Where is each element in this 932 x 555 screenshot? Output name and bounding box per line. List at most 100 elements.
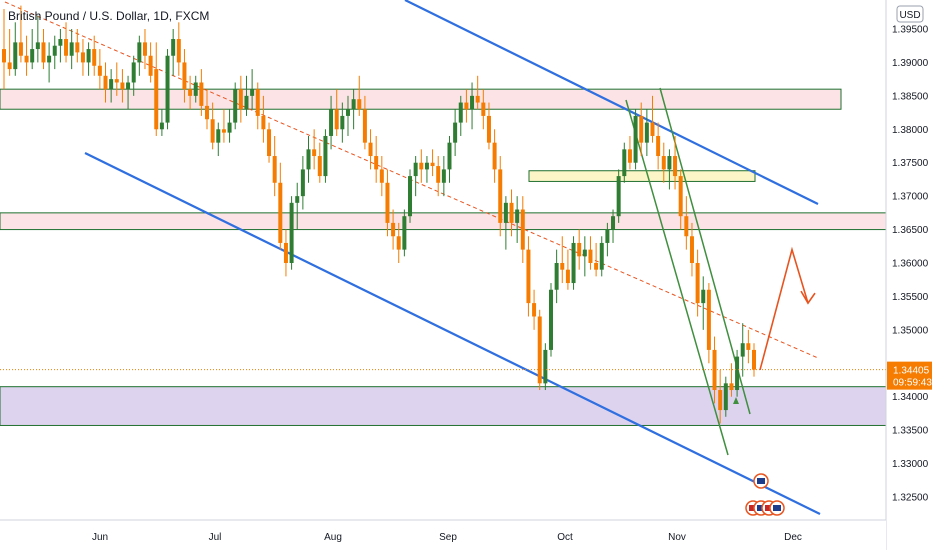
y-tick-label: 1.36500 [892, 225, 929, 236]
candle-body [605, 229, 610, 243]
x-tick-label: Jun [92, 532, 108, 543]
candle-body [267, 129, 272, 157]
candle-body [114, 79, 119, 83]
candle-body [131, 62, 136, 83]
candle-body [306, 149, 311, 170]
candle-body [396, 236, 401, 250]
candle-body [289, 202, 294, 263]
candle-body [41, 42, 46, 63]
price-axis[interactable] [886, 0, 932, 550]
flag-fill-icon [765, 505, 773, 511]
candle-body [238, 89, 243, 110]
chart-title: British Pound / U.S. Dollar, 1D, FXCM [8, 9, 209, 23]
candle-body [18, 42, 23, 56]
currency-label: USD [899, 10, 920, 21]
candle-body [526, 249, 531, 304]
candle-body [481, 102, 486, 116]
candle-body [661, 156, 666, 170]
candle-body [543, 349, 548, 384]
candle-body [340, 115, 345, 130]
candle-body [430, 162, 435, 167]
candle-body [323, 135, 328, 177]
candle-body [35, 42, 40, 50]
y-tick-label: 1.38000 [892, 125, 929, 136]
y-tick-label: 1.38500 [892, 91, 929, 102]
x-tick-label: Oct [557, 532, 573, 543]
candle-body [441, 169, 446, 183]
candle-body [142, 42, 147, 56]
candle-body [159, 122, 164, 130]
candle-body [509, 202, 514, 223]
candle-body [295, 196, 300, 203]
y-tick-label: 1.33500 [892, 426, 929, 437]
y-tick-label: 1.39000 [892, 58, 929, 69]
support-zone [0, 386, 887, 426]
candle-body [176, 39, 181, 63]
candle-body [80, 52, 85, 63]
currency-badge[interactable] [896, 5, 924, 23]
candle-body [351, 99, 356, 110]
candle-body [103, 75, 108, 90]
candle-body [374, 156, 379, 170]
candle-body [120, 82, 125, 90]
candle-body [577, 242, 582, 257]
candle-body [92, 49, 97, 66]
candle-body [486, 115, 491, 143]
candle-body [402, 216, 407, 250]
candle-body [334, 109, 339, 130]
candle-body [165, 55, 170, 123]
candle-body [368, 142, 373, 157]
current-price-badge [887, 361, 932, 390]
candle-body [97, 65, 102, 76]
x-tick-label: Jul [209, 532, 222, 543]
candle-body [379, 169, 384, 183]
candle-body [684, 216, 689, 237]
candle-body [718, 390, 723, 411]
y-tick-label: 1.39500 [892, 25, 929, 36]
candle-body [69, 42, 74, 56]
candle-body [616, 176, 621, 217]
candle-body [611, 216, 616, 230]
candle-body [498, 169, 503, 223]
candle-body [7, 62, 12, 70]
time-axis[interactable] [0, 520, 886, 550]
candle-body [520, 209, 525, 250]
candle-body [740, 343, 745, 357]
candle-body [345, 109, 350, 116]
candle-body [594, 263, 599, 270]
flag-fill-icon [757, 478, 765, 484]
candle-body [650, 122, 655, 136]
x-tick-label: Dec [784, 532, 802, 543]
candle-body [205, 105, 210, 120]
candle-body [300, 169, 305, 197]
candle-body [689, 236, 694, 263]
candle-body [272, 156, 277, 183]
candle-body [695, 263, 700, 304]
bar-countdown: 09:59:43 [893, 378, 932, 389]
candle-body [565, 269, 570, 284]
consolidation-box [528, 170, 756, 182]
forecast-arrow [759, 246, 809, 371]
candle-body [537, 316, 542, 384]
candle-body [24, 55, 29, 63]
candle-body [221, 129, 226, 133]
candle-body [673, 156, 678, 177]
candle-body [419, 162, 424, 170]
candle-body [729, 383, 734, 391]
candle-body [278, 182, 283, 243]
candle-body [216, 129, 221, 143]
candle-body [52, 45, 57, 56]
candle-body [283, 242, 288, 263]
mid-zone [0, 212, 887, 231]
candle-body [64, 39, 69, 56]
candle-body [447, 142, 452, 170]
candle-body [475, 95, 480, 103]
candle-body [588, 249, 593, 263]
candle-body [154, 69, 159, 130]
candle-body [752, 349, 756, 370]
signal-marker-icon [733, 397, 739, 404]
candle-body [644, 122, 649, 143]
candle-body [317, 156, 322, 177]
